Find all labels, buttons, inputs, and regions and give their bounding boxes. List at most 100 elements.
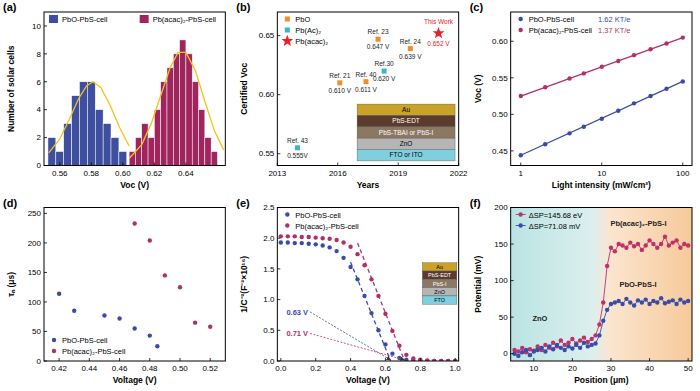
point — [551, 341, 555, 345]
bar — [180, 40, 186, 166]
point — [535, 348, 539, 352]
y-tick — [511, 41, 514, 42]
point — [597, 333, 601, 337]
y-tick-label: 2.0 — [263, 234, 275, 243]
data-label: 0.610 V — [329, 87, 352, 94]
point — [334, 249, 338, 253]
plot-area — [511, 208, 692, 362]
annotation: ZnO — [532, 314, 547, 323]
point — [582, 341, 586, 345]
point — [686, 243, 690, 247]
x-tick-label: 0.2 — [310, 364, 322, 373]
point — [163, 273, 167, 277]
x-tick — [154, 163, 155, 166]
y-tick-label: 6 — [37, 78, 42, 87]
legend-marker — [518, 223, 522, 227]
bar — [205, 138, 211, 166]
y-tick — [277, 330, 280, 331]
point — [566, 344, 570, 348]
layer-label: FTO or ITO — [390, 151, 423, 158]
point — [586, 340, 590, 344]
x-tick — [398, 163, 399, 166]
point — [636, 298, 640, 302]
layer — [357, 127, 455, 138]
layer — [357, 104, 455, 115]
x-tick — [649, 358, 650, 361]
point — [686, 299, 690, 303]
y-tick — [44, 25, 47, 26]
point — [659, 296, 663, 300]
line — [515, 237, 689, 352]
point — [341, 240, 345, 244]
point — [640, 248, 644, 252]
layer — [422, 288, 456, 296]
y-tick — [277, 35, 280, 36]
point — [293, 241, 297, 245]
point — [295, 145, 300, 150]
point — [178, 285, 182, 289]
point — [640, 300, 644, 304]
y-tick — [44, 81, 47, 82]
point — [148, 238, 152, 242]
annotation: 0.63 V — [286, 308, 308, 317]
x-tick-label: 0.42 — [51, 364, 67, 373]
panel-label: (b) — [236, 1, 250, 13]
bar — [119, 152, 127, 166]
point — [620, 243, 624, 247]
y-tick — [44, 361, 47, 362]
point — [348, 245, 352, 249]
point — [390, 351, 394, 355]
legend-label: ΔSP=71.08 mV — [529, 222, 581, 231]
point — [624, 246, 628, 250]
legend-label: Pb(acac)₂ — [295, 37, 328, 46]
layer — [357, 115, 455, 126]
x-tick — [458, 163, 459, 166]
legend: PbO-PbS-cellPb(acac)₂-PbS-cell1.62 KT/e1… — [518, 15, 630, 35]
point — [528, 347, 532, 351]
point — [678, 246, 682, 250]
y-axis-label: Potential (mV) — [473, 256, 483, 313]
point — [659, 242, 663, 246]
figure: 0.560.580.600.620.640246810Voc (V)Number… — [0, 0, 700, 391]
y-tick — [511, 114, 514, 115]
x-tick — [682, 163, 683, 166]
legend: PbO-PbS-cellPb(acac)₂-PbS-cell — [285, 211, 359, 231]
annotation: PbO-PbS-I — [619, 280, 656, 289]
x-tick — [688, 358, 689, 361]
inset: AuPbS-EDTPbS-IZnOFTO — [422, 263, 456, 304]
bar — [64, 124, 72, 166]
y-tick — [511, 317, 514, 318]
x-axis-label: Years — [357, 180, 380, 190]
point — [601, 319, 605, 323]
y-tick — [511, 207, 514, 208]
y-tick — [511, 77, 514, 78]
bar — [192, 82, 198, 166]
point — [117, 316, 121, 320]
layer — [357, 138, 455, 149]
point — [102, 313, 106, 317]
y-tick — [277, 94, 280, 95]
point — [543, 343, 547, 347]
point — [632, 244, 636, 248]
point — [524, 348, 528, 352]
annotation: Pb(acac)₂-PbS-I — [610, 219, 666, 228]
x-tick — [610, 358, 611, 361]
point — [132, 326, 136, 330]
point — [72, 309, 76, 313]
x-tick — [119, 358, 120, 361]
bar — [142, 124, 148, 166]
y-tick-label: 0.60 — [259, 90, 275, 99]
y-tick — [277, 238, 280, 239]
layer-label: ZnO — [400, 140, 413, 147]
x-tick-label: 0.44 — [82, 364, 98, 373]
point — [539, 346, 543, 350]
frame — [44, 208, 225, 362]
x-tick-label: 1 — [519, 169, 524, 178]
point — [307, 242, 311, 246]
y-tick-label: 0.0 — [263, 357, 275, 366]
x-tick-label: 2022 — [450, 169, 468, 178]
x-tick-label: 0.56 — [52, 169, 68, 178]
legend-marker — [285, 17, 290, 22]
line — [515, 298, 689, 356]
point — [327, 237, 331, 241]
